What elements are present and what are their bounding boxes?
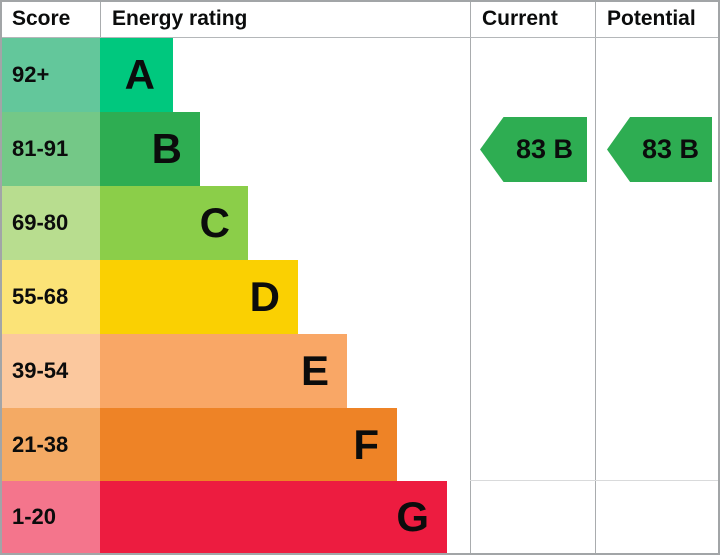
band-letter: G bbox=[396, 493, 429, 540]
band-bar-b: B bbox=[100, 112, 200, 186]
header-score: Score bbox=[12, 7, 71, 30]
band-bar-e: E bbox=[100, 334, 347, 408]
score-range: 1-20 bbox=[0, 481, 100, 553]
band-bar-a: A bbox=[100, 38, 173, 112]
header-divider bbox=[0, 37, 720, 38]
potential-rating-arrow: 83 B bbox=[607, 117, 712, 182]
score-range: 55-68 bbox=[0, 260, 100, 334]
score-range: 21-38 bbox=[0, 408, 100, 481]
score-range: 92+ bbox=[0, 38, 100, 112]
band-letter: D bbox=[249, 273, 280, 320]
band-letter: F bbox=[353, 420, 379, 468]
score-range: 69-80 bbox=[0, 186, 100, 260]
column-divider-current-potential bbox=[595, 0, 596, 555]
band-row-c: 69-80 C bbox=[0, 186, 720, 260]
band-row-b: 81-91 B bbox=[0, 112, 720, 186]
table-header: Score Energy rating Current Potential bbox=[0, 0, 720, 38]
score-range: 81-91 bbox=[0, 112, 100, 186]
band-row-e: 39-54 E bbox=[0, 334, 720, 408]
band-letter: C bbox=[199, 199, 230, 246]
band-row-g: 1-20 G bbox=[0, 481, 720, 553]
band-bar-d: D bbox=[100, 260, 298, 334]
band-row-a: 92+ A bbox=[0, 38, 720, 112]
column-divider-rating-current bbox=[470, 0, 471, 555]
band-letter: B bbox=[151, 125, 182, 172]
header-potential: Potential bbox=[607, 7, 696, 30]
current-rating-arrow: 83 B bbox=[480, 117, 587, 182]
band-letter: A bbox=[124, 51, 155, 98]
header-current: Current bbox=[482, 7, 558, 30]
potential-rating-label: 83 B bbox=[641, 134, 700, 164]
bottom-row-divider bbox=[470, 480, 720, 481]
score-range: 39-54 bbox=[0, 334, 100, 408]
band-row-d: 55-68 D bbox=[0, 260, 720, 334]
current-rating-label: 83 B bbox=[515, 134, 574, 164]
band-letter: E bbox=[300, 347, 329, 394]
band-bar-f: F bbox=[100, 408, 397, 481]
header-energy-rating: Energy rating bbox=[112, 7, 248, 30]
band-bar-c: C bbox=[100, 186, 248, 260]
band-row-f: 21-38 F bbox=[0, 408, 720, 481]
band-bar-g: G bbox=[100, 481, 447, 553]
